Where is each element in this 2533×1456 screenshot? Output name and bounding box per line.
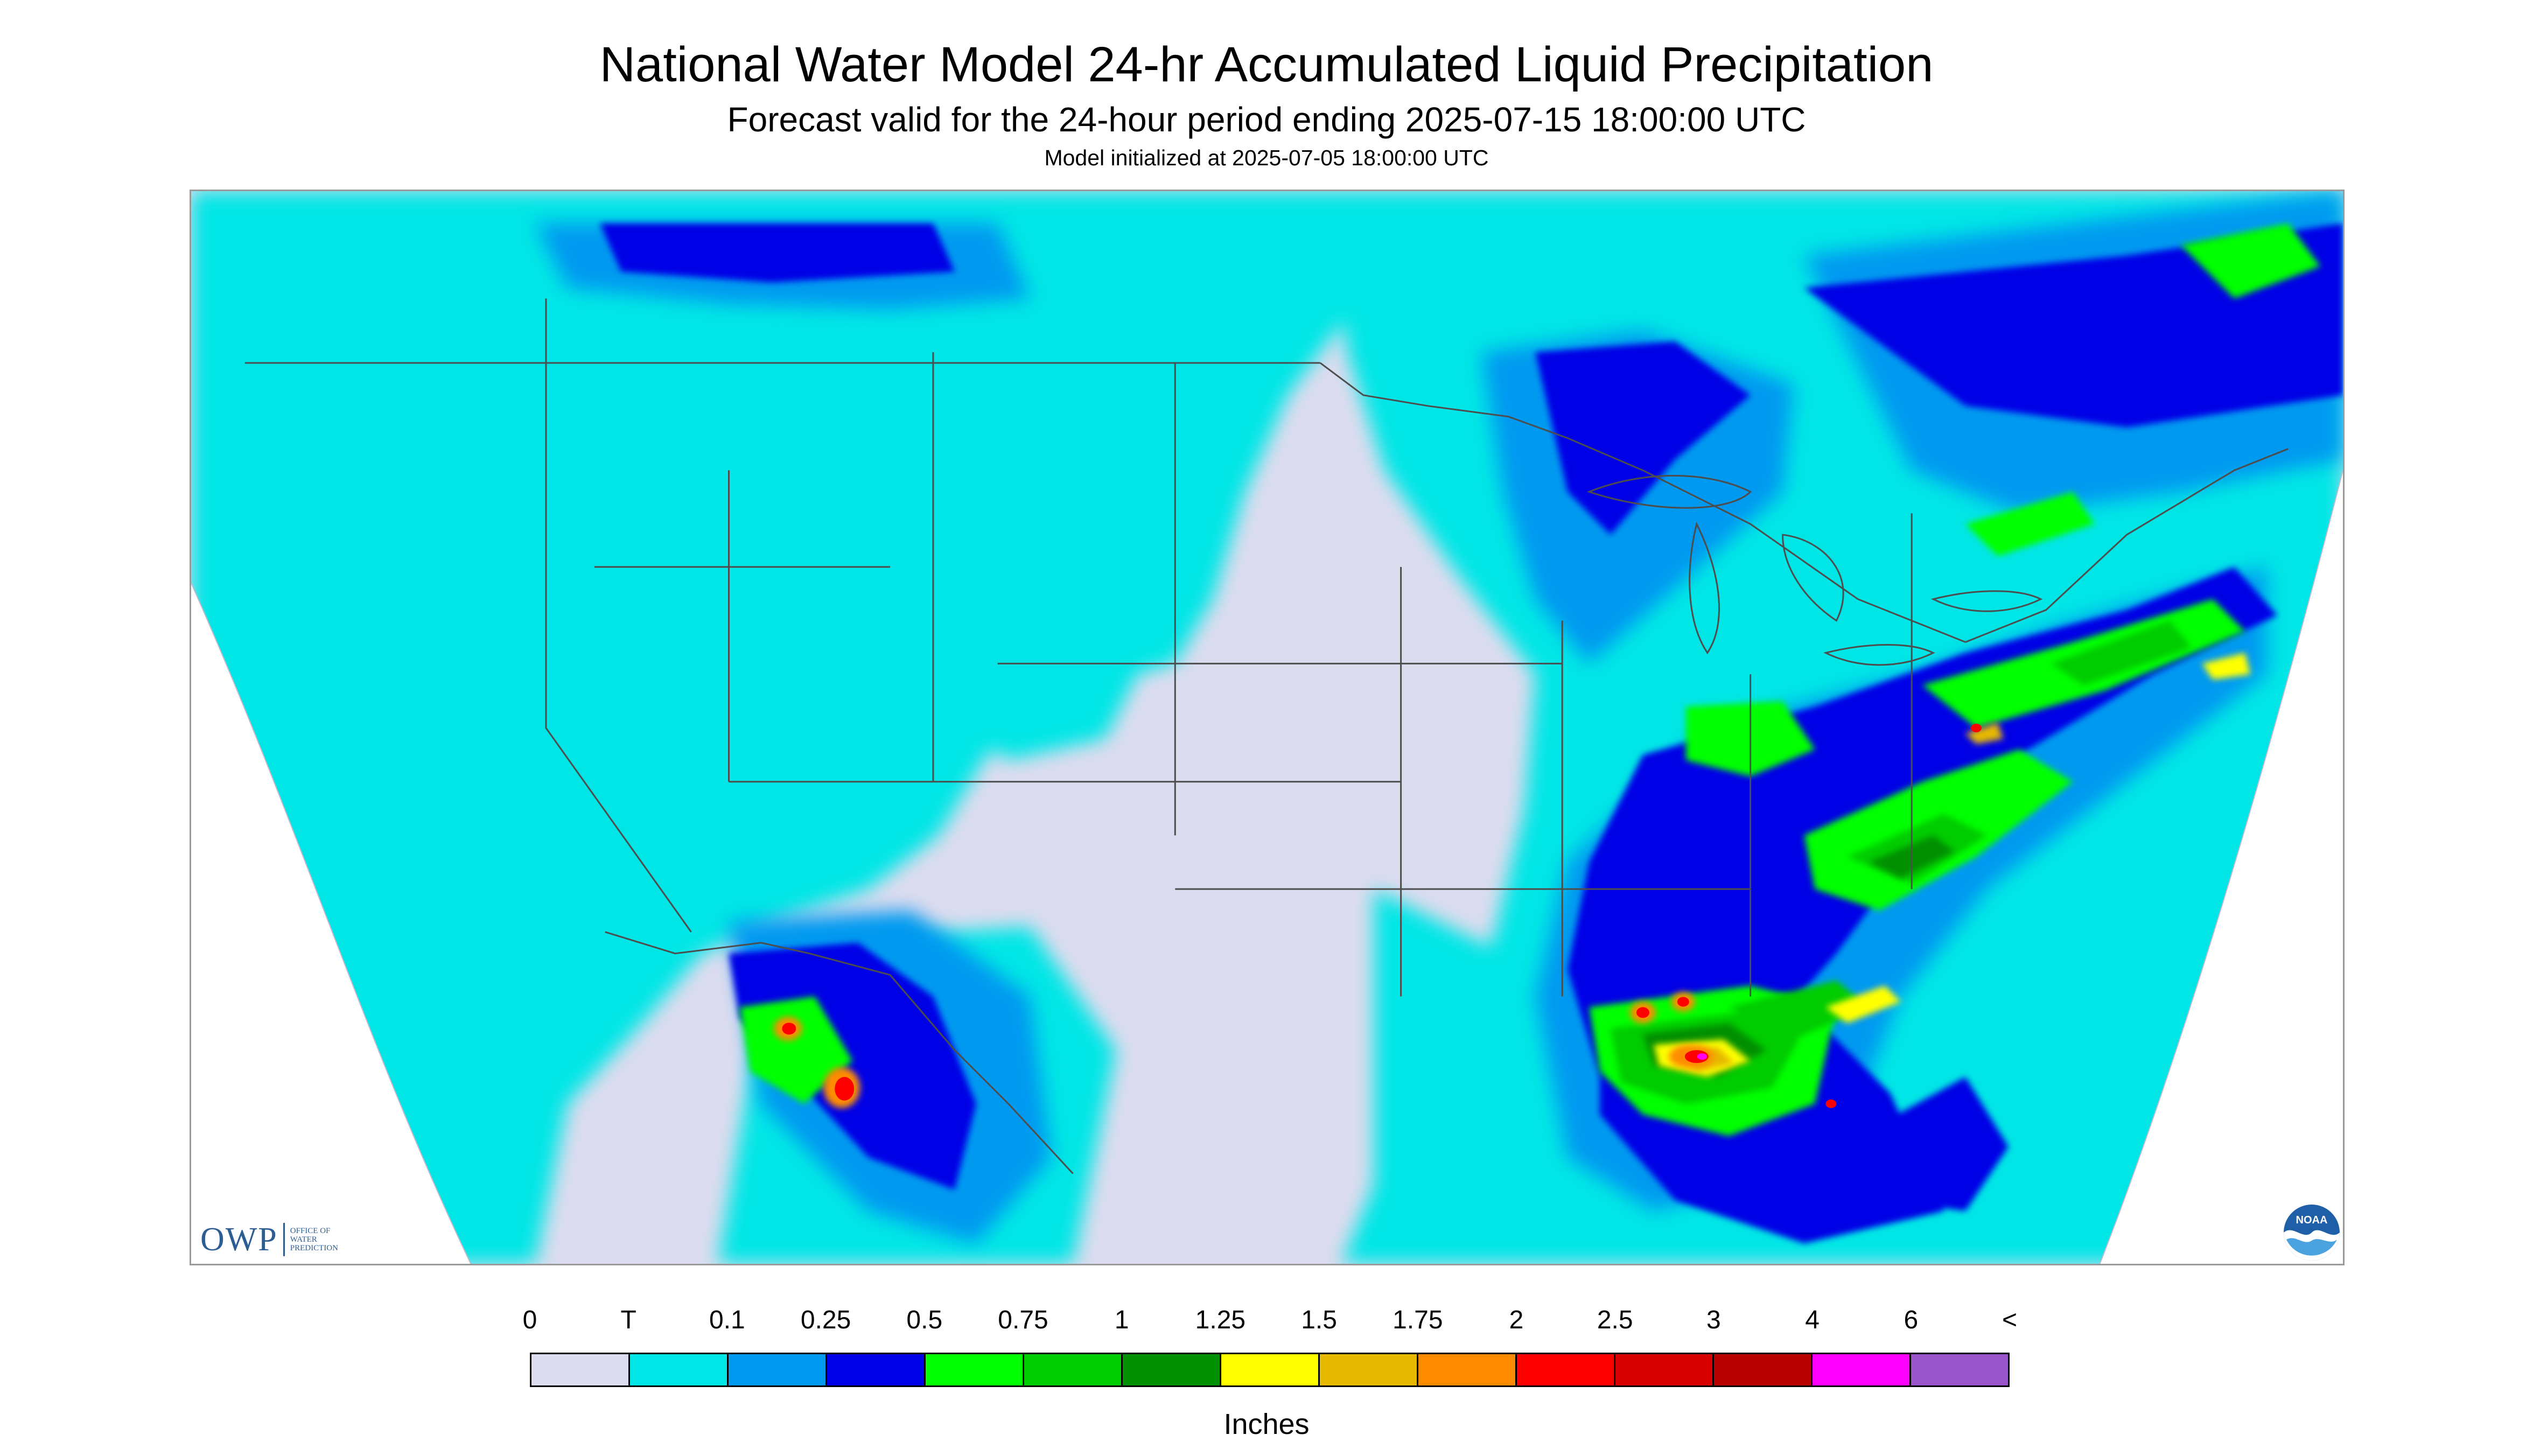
legend-swatch-12 bbox=[1714, 1354, 1813, 1385]
legend-swatch-14 bbox=[1911, 1354, 2008, 1385]
legend-label-13: 4 bbox=[1805, 1306, 1820, 1334]
legend-swatch-7 bbox=[1221, 1354, 1320, 1385]
legend-swatch-8 bbox=[1320, 1354, 1418, 1385]
precipitation-map-svg bbox=[191, 191, 2343, 1264]
owp-logo-divider bbox=[283, 1223, 285, 1256]
chart-titles: National Water Model 24-hr Accumulated L… bbox=[0, 32, 2533, 173]
noaa-logo-icon: NOAA bbox=[2284, 1205, 2340, 1261]
owp-logo: OWP OFFICE OF WATER PREDICTION bbox=[200, 1218, 338, 1261]
legend-label-11: 2.5 bbox=[1597, 1306, 1633, 1334]
owp-logo-mark: OWP bbox=[200, 1221, 278, 1258]
legend-swatch-6 bbox=[1123, 1354, 1221, 1385]
legend-label-12: 3 bbox=[1706, 1306, 1721, 1334]
chart-title: National Water Model 24-hr Accumulated L… bbox=[599, 37, 1934, 92]
legend-label-5: 0.75 bbox=[998, 1306, 1048, 1334]
legend-swatch-10 bbox=[1517, 1354, 1615, 1385]
model-domain bbox=[191, 191, 2343, 1264]
legend-unit: Inches bbox=[1223, 1408, 1310, 1440]
legend-color-bar bbox=[530, 1353, 2010, 1387]
legend-swatch-0 bbox=[531, 1354, 630, 1385]
legend-label-1: T bbox=[620, 1306, 636, 1334]
svg-text:NOAA: NOAA bbox=[2296, 1214, 2328, 1226]
legend-label-14: 6 bbox=[1904, 1306, 1919, 1334]
legend-label-15: < bbox=[2002, 1306, 2018, 1334]
precipitation-map bbox=[190, 190, 2345, 1265]
legend-label-0: 0 bbox=[522, 1306, 537, 1334]
legend-labels: 0 T 0.1 0.25 0.5 0.75 1 1.25 1.5 1.75 2 2.5 3 4 6 < bbox=[0, 1304, 2533, 1342]
great-lakes bbox=[1586, 474, 2043, 666]
legend-label-8: 1.5 bbox=[1301, 1306, 1337, 1334]
legend-swatch-2 bbox=[729, 1354, 827, 1385]
legend-swatch-13 bbox=[1813, 1354, 1911, 1385]
legend-label-4: 0.5 bbox=[906, 1306, 943, 1334]
legend-swatch-3 bbox=[827, 1354, 926, 1385]
domain-edge bbox=[191, 470, 2343, 1264]
legend-label-9: 1.75 bbox=[1393, 1306, 1443, 1334]
legend-swatch-4 bbox=[926, 1354, 1024, 1385]
legend-label-10: 2 bbox=[1509, 1306, 1524, 1334]
precip-band-heavy bbox=[774, 724, 1982, 1108]
chart-subtitle: Forecast valid for the 24-hour period en… bbox=[727, 100, 1806, 139]
legend-swatch-9 bbox=[1418, 1354, 1517, 1385]
owp-logo-subtitle: OFFICE OF WATER PREDICTION bbox=[290, 1227, 338, 1252]
legend-label-7: 1.25 bbox=[1195, 1306, 1246, 1334]
legend-label-6: 1 bbox=[1114, 1306, 1129, 1334]
legend-swatch-1 bbox=[630, 1354, 729, 1385]
legend-label-3: 0.25 bbox=[800, 1306, 851, 1334]
political-boundaries bbox=[244, 298, 2289, 1174]
legend-label-2: 0.1 bbox=[709, 1306, 745, 1334]
model-init-note: Model initialized at 2025-07-05 18:00:00… bbox=[1044, 145, 1489, 170]
legend-swatch-5 bbox=[1024, 1354, 1123, 1385]
legend-swatch-11 bbox=[1615, 1354, 1714, 1385]
